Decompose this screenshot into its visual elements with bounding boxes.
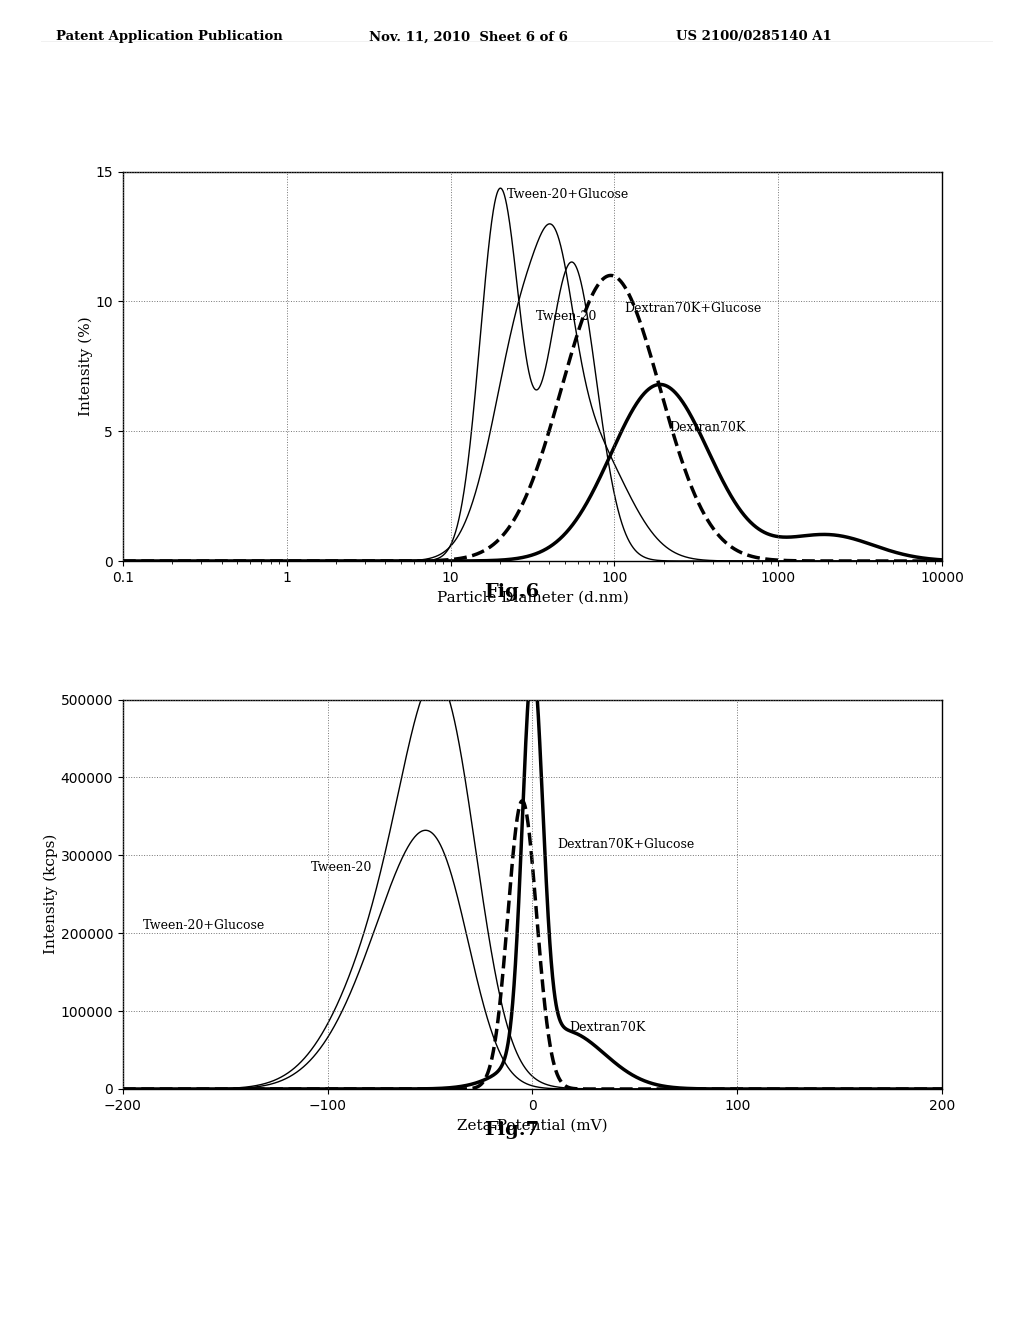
- Text: Fig.7: Fig.7: [484, 1121, 540, 1139]
- Text: Dextran70K+Glucose: Dextran70K+Glucose: [557, 838, 694, 850]
- X-axis label: Particle Diameter (d.nm): Particle Diameter (d.nm): [436, 590, 629, 605]
- Text: Tween-20: Tween-20: [311, 861, 373, 874]
- Text: Dextran70K+Glucose: Dextran70K+Glucose: [625, 302, 762, 314]
- Y-axis label: Intensity (%): Intensity (%): [79, 317, 93, 416]
- Text: Tween-20: Tween-20: [536, 310, 597, 322]
- Text: Tween-20+Glucose: Tween-20+Glucose: [143, 919, 265, 932]
- Text: Tween-20+Glucose: Tween-20+Glucose: [507, 187, 629, 201]
- Text: Nov. 11, 2010  Sheet 6 of 6: Nov. 11, 2010 Sheet 6 of 6: [369, 30, 567, 44]
- X-axis label: Zeta-Potential (mV): Zeta-Potential (mV): [457, 1118, 608, 1133]
- Text: Dextran70K: Dextran70K: [569, 1020, 646, 1034]
- Text: Dextran70K: Dextran70K: [669, 421, 745, 434]
- Text: Fig.6: Fig.6: [484, 582, 540, 601]
- Y-axis label: Intensity (kcps): Intensity (kcps): [43, 834, 57, 954]
- Text: Patent Application Publication: Patent Application Publication: [56, 30, 283, 44]
- Text: US 2100/0285140 A1: US 2100/0285140 A1: [676, 30, 831, 44]
